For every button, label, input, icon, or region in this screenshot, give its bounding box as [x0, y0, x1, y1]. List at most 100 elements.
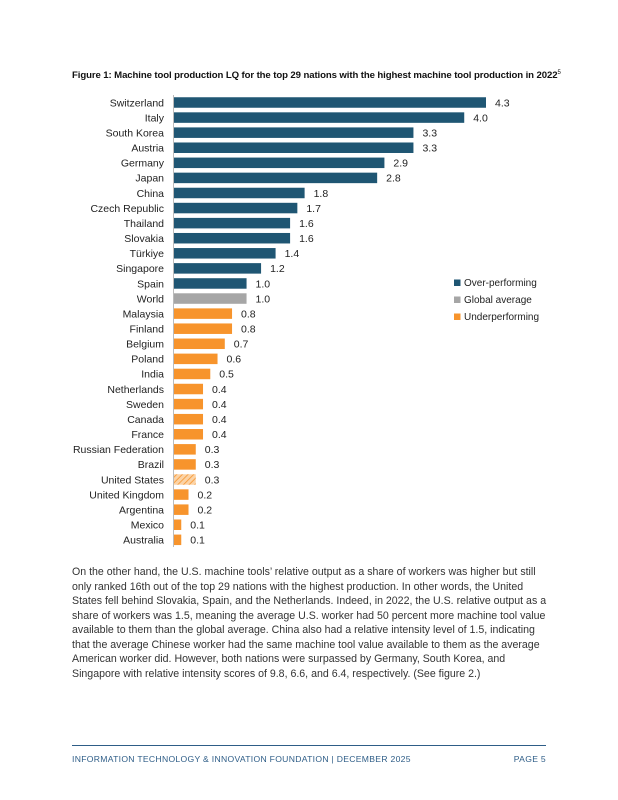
- category-label: Sweden: [126, 399, 164, 411]
- footer-rule: [72, 745, 546, 746]
- value-label: 0.8: [241, 324, 256, 336]
- bar-czech-republic: [174, 202, 298, 214]
- bar-united-states: [174, 474, 196, 485]
- category-label: Brazil: [138, 459, 164, 471]
- category-label: Slovakia: [124, 233, 164, 245]
- bar-italy: [174, 112, 465, 123]
- category-label: Austria: [131, 143, 164, 155]
- value-label: 0.1: [190, 520, 205, 532]
- bar-argentina: [174, 504, 189, 515]
- bar-france: [174, 429, 204, 440]
- bar-t-rkiye: [174, 248, 276, 259]
- bar-australia: [174, 534, 182, 546]
- category-label: France: [131, 429, 164, 441]
- category-label: Netherlands: [107, 384, 164, 396]
- bar-south-korea: [174, 127, 414, 138]
- bar-slovakia: [174, 232, 291, 244]
- bar-netherlands: [174, 383, 204, 395]
- bar-canada: [174, 413, 204, 425]
- bar-chart: Switzerland 4.3 Italy 4.0 South Korea 3.3 Aust…: [73, 95, 539, 547]
- bar-russian-federation: [174, 444, 196, 455]
- value-label: 0.4: [212, 429, 227, 441]
- legend-label-under: Underperforming: [464, 312, 539, 323]
- category-label: Argentina: [119, 504, 164, 516]
- category-label: Japan: [135, 173, 164, 185]
- category-label: Mexico: [131, 520, 164, 532]
- bar-mexico: [174, 519, 182, 530]
- bar-austria: [174, 142, 414, 153]
- value-label: 0.8: [241, 308, 256, 320]
- category-label: United States: [101, 474, 164, 486]
- category-label: Canada: [127, 414, 164, 426]
- legend-label-global: Global average: [464, 295, 532, 306]
- category-label: Switzerland: [110, 97, 164, 109]
- bar-china: [174, 187, 305, 199]
- value-label: 1.0: [256, 278, 271, 290]
- category-label: Singapore: [116, 263, 164, 275]
- category-label: China: [137, 188, 165, 200]
- bar-poland: [174, 353, 218, 365]
- category-label: South Korea: [106, 127, 165, 139]
- bar-malaysia: [174, 308, 233, 319]
- category-label: Poland: [131, 354, 164, 366]
- category-label: Finland: [130, 324, 165, 336]
- category-label: India: [141, 369, 164, 381]
- legend: Over-performing Global average Underperfor…: [454, 278, 539, 323]
- category-label: Türkiye: [130, 248, 165, 260]
- value-label: 0.4: [212, 414, 227, 426]
- bar-india: [174, 368, 211, 380]
- category-label: Russian Federation: [73, 444, 164, 456]
- value-label: 1.4: [285, 248, 300, 260]
- value-label: 2.9: [393, 158, 408, 170]
- value-label: 3.3: [422, 127, 437, 139]
- bar-spain: [174, 278, 247, 289]
- bar-brazil: [174, 459, 196, 470]
- category-label: Malaysia: [123, 308, 165, 320]
- footer-org-date: INFORMATION TECHNOLOGY & INNOVATION FOUN…: [72, 754, 411, 764]
- value-label: 0.4: [212, 384, 227, 396]
- value-label: 0.3: [205, 444, 220, 456]
- value-label: 0.2: [198, 504, 213, 516]
- body-paragraph: On the other hand, the U.S. machine tool…: [72, 566, 547, 680]
- category-label: Germany: [121, 158, 165, 170]
- value-label: 0.5: [219, 369, 234, 381]
- category-label: World: [137, 293, 164, 305]
- value-label: 0.1: [190, 535, 205, 547]
- legend-swatch-global: [454, 296, 461, 303]
- value-label: 0.4: [212, 399, 227, 411]
- bar-sweden: [174, 398, 204, 410]
- footnote-ref: 5: [557, 70, 561, 76]
- value-label: 1.6: [299, 218, 314, 230]
- value-label: 1.8: [314, 188, 329, 200]
- value-label: 0.3: [205, 459, 220, 471]
- value-label: 4.3: [495, 97, 510, 109]
- legend-swatch-under: [454, 313, 461, 320]
- value-label: 1.7: [306, 203, 321, 215]
- bar-finland: [174, 323, 233, 334]
- value-label: 1.2: [270, 263, 285, 275]
- bar-united-kingdom: [174, 489, 189, 500]
- bar-germany: [174, 157, 385, 169]
- bar-thailand: [174, 217, 291, 229]
- footer-page-number: PAGE 5: [513, 754, 546, 764]
- value-label: 1.0: [256, 293, 271, 305]
- category-label: Australia: [123, 535, 164, 547]
- value-label: 0.2: [198, 489, 213, 501]
- bars-layer: Switzerland 4.3 Italy 4.0 South Korea 3.3 Aust…: [73, 97, 510, 547]
- bar-world: [174, 293, 247, 304]
- legend-swatch-over: [454, 279, 461, 286]
- bar-singapore: [174, 263, 262, 274]
- value-label: 1.6: [299, 233, 314, 245]
- value-label: 4.0: [473, 112, 488, 124]
- bar-japan: [174, 172, 378, 184]
- value-label: 0.3: [205, 474, 220, 486]
- figure-title-text: Figure 1: Machine tool production LQ for…: [72, 70, 558, 82]
- category-label: Belgium: [126, 339, 164, 351]
- category-label: Thailand: [124, 218, 164, 230]
- value-label: 2.8: [386, 173, 401, 185]
- bar-belgium: [174, 338, 225, 350]
- category-label: Czech Republic: [90, 203, 164, 215]
- legend-label-over: Over-performing: [464, 278, 537, 289]
- value-label: 0.6: [227, 354, 242, 366]
- category-label: United Kingdom: [89, 489, 164, 501]
